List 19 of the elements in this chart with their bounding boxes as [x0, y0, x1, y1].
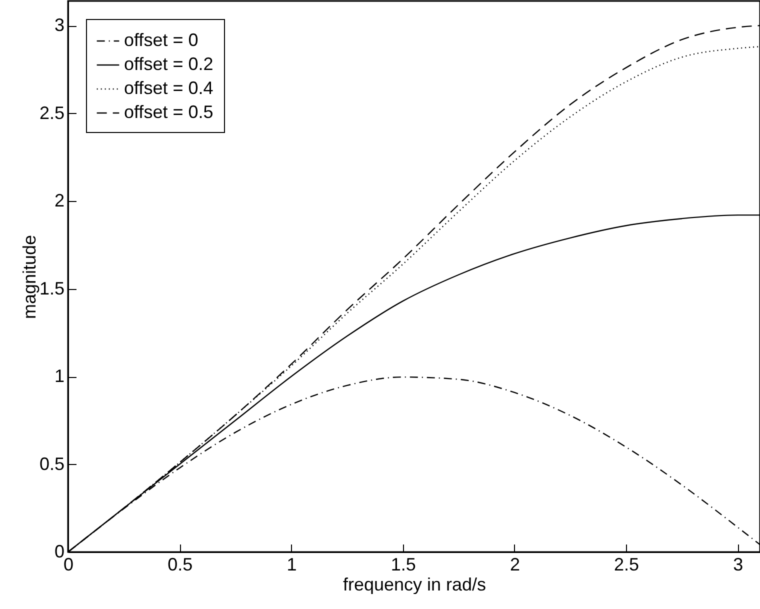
x-tick-label: 1 [286, 554, 297, 574]
y-tick-label: 2.5 [39, 102, 64, 123]
x-tick-label: 3 [733, 554, 744, 574]
y-tick-label: 0 [54, 542, 64, 562]
y-tick-label: 2 [54, 190, 64, 211]
legend-label: offset = 0.5 [124, 102, 214, 122]
y-tick-label: 3 [54, 15, 64, 36]
x-tick-label: 2 [510, 554, 520, 574]
legend-label: offset = 0.2 [124, 54, 214, 74]
x-tick-label: 0.5 [168, 554, 193, 574]
x-tick-label: 2.5 [614, 554, 640, 574]
y-tick-label: 1.5 [39, 278, 64, 298]
legend-label: offset = 0.4 [124, 78, 214, 98]
x-tick-label: 1.5 [390, 554, 416, 574]
y-axis-title: magnitude [19, 234, 40, 320]
y-tick-label: 1 [54, 366, 64, 386]
x-axis-title: frequency in rad/s [342, 574, 486, 594]
y-tick-label: 0.5 [39, 454, 64, 474]
legend-label: offset = 0 [124, 30, 198, 50]
